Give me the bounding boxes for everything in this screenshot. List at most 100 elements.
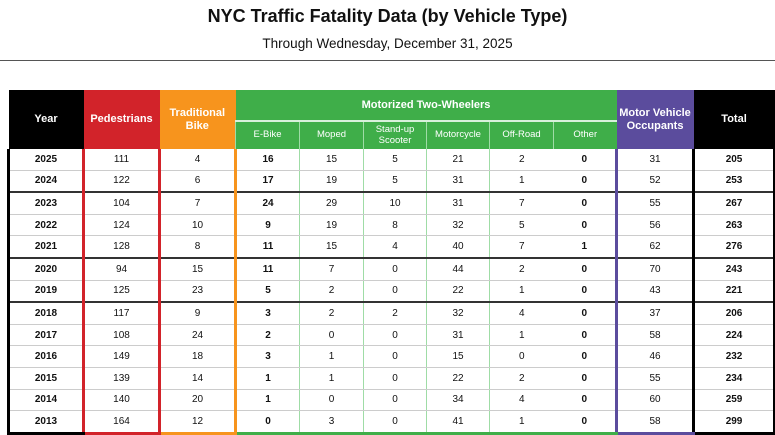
cell-offroad: 1 [489, 410, 554, 435]
cell-scooter: 0 [363, 389, 427, 412]
cell-pedestrians: 139 [82, 367, 161, 390]
cell-year: 2014 [7, 389, 84, 412]
cell-other: 0 [553, 324, 619, 347]
table-row: 2013 164 12 0 3 0 41 1 0 58 299 [7, 410, 775, 435]
cell-offroad: 2 [489, 149, 554, 171]
cell-moped: 7 [299, 257, 364, 281]
cell-year: 2021 [7, 235, 84, 259]
table-row: 2024 122 6 17 19 5 31 1 0 52 253 [7, 170, 775, 194]
table-row: 2017 108 24 2 0 0 31 1 0 58 224 [7, 324, 775, 347]
cell-motor-vehicle-occupants: 37 [616, 302, 696, 325]
page-subtitle: Through Wednesday, December 31, 2025 [262, 36, 513, 51]
cell-motorcycle: 32 [426, 302, 490, 325]
cell-ebike: 11 [235, 257, 300, 281]
cell-other: 0 [553, 410, 619, 435]
cell-motorcycle: 22 [426, 367, 490, 390]
table-row: 2015 139 14 1 1 0 22 2 0 55 234 [7, 367, 775, 390]
cell-pedestrians: 117 [82, 302, 161, 325]
cell-scooter: 0 [363, 257, 427, 281]
cell-total: 205 [693, 149, 775, 171]
cell-year: 2018 [7, 302, 84, 325]
table-row: 2016 149 18 3 1 0 15 0 0 46 232 [7, 345, 775, 368]
cell-motorcycle: 41 [426, 410, 490, 435]
cell-motorcycle: 22 [426, 280, 490, 304]
cell-moped: 19 [299, 214, 364, 237]
header-other: Other [552, 120, 617, 149]
cell-ebike: 9 [235, 214, 300, 237]
cell-scooter: 5 [363, 170, 427, 194]
cell-pedestrians: 122 [82, 170, 161, 194]
cell-year: 2015 [7, 367, 84, 390]
cell-total: 267 [693, 192, 775, 215]
cell-other: 0 [553, 214, 619, 237]
cell-total: 276 [693, 235, 775, 259]
cell-motor-vehicle-occupants: 31 [616, 149, 696, 171]
cell-pedestrians: 125 [82, 280, 161, 304]
cell-motor-vehicle-occupants: 52 [616, 170, 696, 194]
cell-ebike: 2 [235, 324, 300, 347]
cell-offroad: 1 [489, 324, 554, 347]
cell-offroad: 4 [489, 302, 554, 325]
cell-motorcycle: 40 [426, 235, 490, 259]
cell-pedestrians: 128 [82, 235, 161, 259]
cell-year: 2023 [7, 192, 84, 215]
cell-total: 243 [693, 257, 775, 281]
cell-other: 0 [553, 280, 619, 304]
cell-total: 263 [693, 214, 775, 237]
header-year: Year [8, 90, 84, 149]
cell-pedestrians: 111 [82, 149, 161, 171]
header-ebike: E-Bike [235, 120, 300, 149]
cell-offroad: 4 [489, 389, 554, 412]
cell-ebike: 16 [235, 149, 300, 171]
cell-pedestrians: 140 [82, 389, 161, 412]
header-pedestrians: Pedestrians [83, 90, 160, 149]
cell-traditional-bike: 7 [159, 192, 237, 215]
cell-other: 0 [553, 389, 619, 412]
cell-offroad: 1 [489, 280, 554, 304]
cell-moped: 0 [299, 324, 364, 347]
cell-pedestrians: 104 [82, 192, 161, 215]
cell-total: 232 [693, 345, 775, 368]
cell-total: 259 [693, 389, 775, 412]
cell-scooter: 0 [363, 367, 427, 390]
cell-moped: 2 [299, 280, 364, 304]
cell-total: 299 [693, 410, 775, 435]
cell-total: 221 [693, 280, 775, 304]
cell-traditional-bike: 4 [159, 149, 237, 171]
cell-moped: 0 [299, 389, 364, 412]
cell-motorcycle: 15 [426, 345, 490, 368]
cell-total: 253 [693, 170, 775, 194]
cell-traditional-bike: 10 [159, 214, 237, 237]
cell-offroad: 7 [489, 192, 554, 215]
cell-scooter: 0 [363, 410, 427, 435]
cell-ebike: 11 [235, 235, 300, 259]
cell-ebike: 5 [235, 280, 300, 304]
cell-moped: 19 [299, 170, 364, 194]
cell-other: 0 [553, 149, 619, 171]
divider [0, 60, 775, 61]
cell-pedestrians: 164 [82, 410, 161, 435]
cell-traditional-bike: 20 [159, 389, 237, 412]
cell-moped: 3 [299, 410, 364, 435]
cell-total: 206 [693, 302, 775, 325]
cell-scooter: 4 [363, 235, 427, 259]
cell-motor-vehicle-occupants: 55 [616, 367, 696, 390]
cell-year: 2019 [7, 280, 84, 304]
cell-offroad: 2 [489, 257, 554, 281]
cell-motor-vehicle-occupants: 43 [616, 280, 696, 304]
cell-total: 224 [693, 324, 775, 347]
cell-pedestrians: 94 [82, 257, 161, 281]
cell-year: 2016 [7, 345, 84, 368]
cell-pedestrians: 149 [82, 345, 161, 368]
cell-traditional-bike: 12 [159, 410, 237, 435]
cell-motor-vehicle-occupants: 58 [616, 410, 696, 435]
cell-total: 234 [693, 367, 775, 390]
cell-year: 2013 [7, 410, 84, 435]
cell-moped: 1 [299, 345, 364, 368]
cell-moped: 2 [299, 302, 364, 325]
cell-year: 2017 [7, 324, 84, 347]
header-moped: Moped [299, 120, 364, 149]
cell-ebike: 0 [235, 410, 300, 435]
cell-traditional-bike: 8 [159, 235, 237, 259]
cell-scooter: 0 [363, 324, 427, 347]
